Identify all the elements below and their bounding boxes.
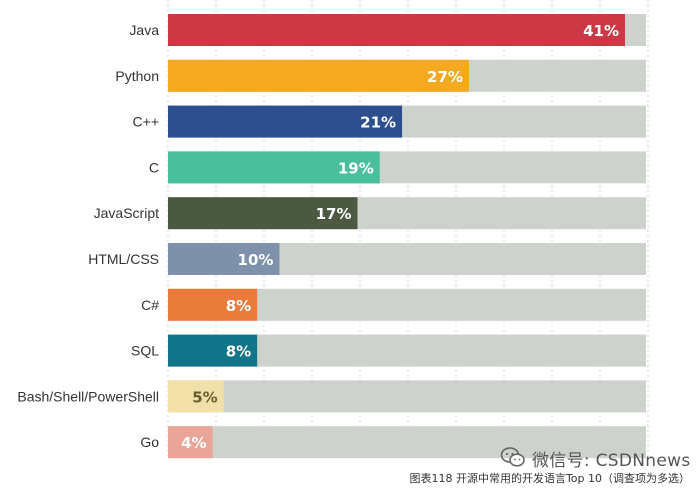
data-label: 8% [226,297,251,315]
bar-track [168,426,646,459]
bar-html-css [168,243,280,275]
data-label: 10% [238,251,274,269]
data-label: 21% [360,114,396,132]
category-label: SQL [131,343,159,359]
data-label: 5% [192,388,217,406]
chart-caption: 图表118 开源中常用的开发语言Top 10（调查项为多选） [409,472,690,485]
bar-sql [168,334,258,367]
bar-python [168,59,469,92]
bar-bash-shell-powershell [168,380,224,413]
bar-c [168,151,380,184]
category-label: C++ [133,114,159,130]
bar-javascript [168,197,358,230]
bar-c- [168,105,403,138]
data-label: 27% [427,68,463,86]
category-label: JavaScript [94,205,159,221]
bar-go [168,426,213,459]
data-label: 4% [181,434,206,452]
watermark-text: 微信号: CSDNnews [532,451,691,471]
bars-group: Java 41% Python 27% C++ 21% C 19% JavaScript 17% H… [17,14,646,459]
data-label: 41% [583,22,619,40]
category-label: Java [129,22,159,38]
wechat-icon [500,447,525,467]
bar-c- [168,288,258,321]
category-label: HTML/CSS [88,251,159,267]
category-label: Go [140,434,159,450]
category-label: Python [115,68,159,84]
bar-track [168,380,646,413]
data-label: 17% [316,205,352,223]
category-label: Bash/Shell/PowerShell [17,388,159,404]
data-label: 19% [338,159,374,177]
data-label: 8% [226,343,251,361]
category-label: C [149,159,159,175]
category-label: C# [141,297,159,313]
bar-java [168,14,625,46]
